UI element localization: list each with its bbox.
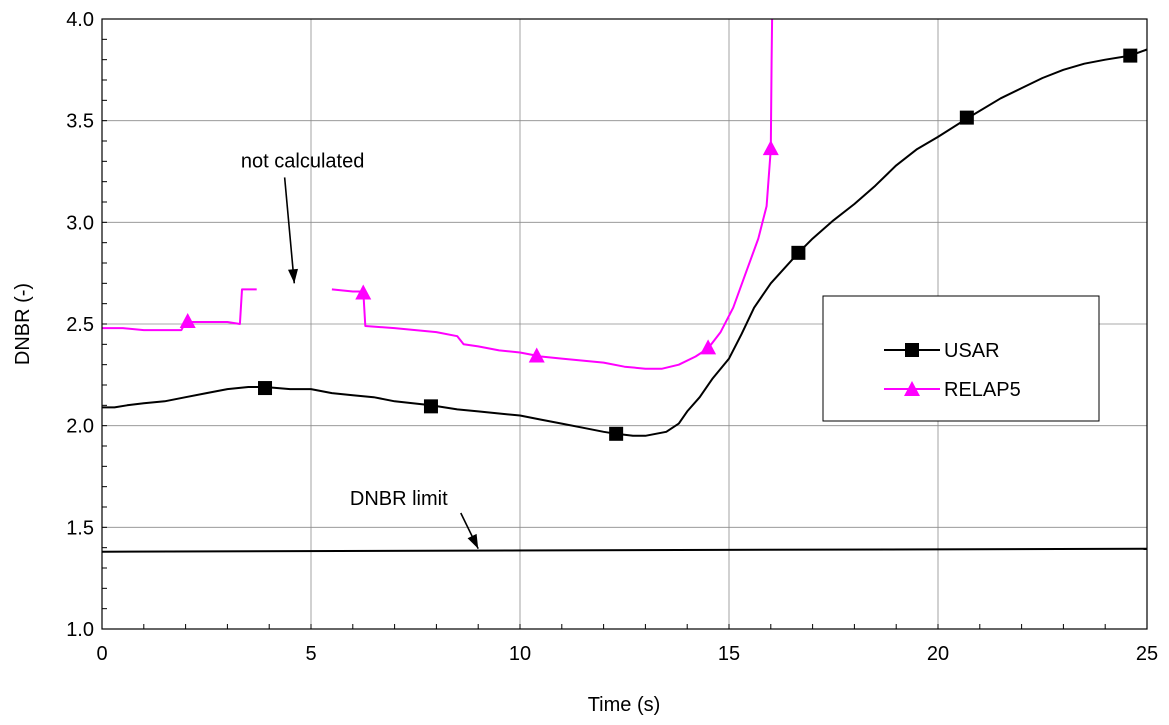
- marker-relap5: [179, 312, 196, 328]
- legend-marker-usar: [905, 343, 919, 357]
- x-tick-label: 5: [305, 643, 316, 665]
- plot-frame: [101, 18, 1148, 630]
- y-tick-label: 4.0: [66, 9, 94, 31]
- x-tick-label: 20: [927, 643, 949, 665]
- y-tick-label: 2.0: [66, 416, 94, 438]
- y-tick-label: 3.5: [66, 111, 94, 133]
- marker-relap5: [762, 140, 779, 156]
- legend-item-relap5: RELAP5: [884, 379, 1021, 401]
- x-axis-title: Time (s): [588, 694, 661, 716]
- x-tick-label: 0: [96, 643, 107, 665]
- legend-item-usar: USAR: [884, 340, 1000, 362]
- x-tick-label: 15: [718, 643, 740, 665]
- x-tick-label: 25: [1136, 643, 1158, 665]
- annotations: not calculated DNBR limit: [241, 150, 479, 550]
- marker-relap5: [355, 284, 372, 300]
- legend-marker-relap5: [904, 381, 920, 396]
- marker-usar: [423, 399, 438, 414]
- marker-usar: [1123, 48, 1138, 63]
- series-layer: [101, 18, 1148, 553]
- marker-usar: [258, 381, 273, 396]
- tick-labels: 0 5 10 15 20 25 1.0 1.5 2.0 2.5 3.0 3.5 4.0: [66, 9, 1158, 665]
- marker-relap5: [528, 347, 545, 363]
- x-tick-label: 10: [509, 643, 531, 665]
- legend-label-usar: USAR: [944, 340, 1000, 362]
- annotation-arrow-head: [288, 268, 298, 284]
- marker-usar: [959, 110, 974, 125]
- legend-label-relap5: RELAP5: [944, 379, 1021, 401]
- y-tick-label: 2.5: [66, 314, 94, 336]
- series-line-dnbr-limit: [101, 547, 1148, 553]
- annotation-dnbr-limit: DNBR limit: [350, 488, 448, 510]
- y-tick-label: 1.0: [66, 619, 94, 641]
- annotation-not-calculated: not calculated: [241, 150, 364, 172]
- legend: USAR RELAP5: [822, 295, 1100, 422]
- annotation-arrow-line: [283, 177, 296, 284]
- y-tick-label: 3.0: [66, 212, 94, 234]
- series-line-relap5: [331, 18, 774, 370]
- marker-relap5: [700, 339, 717, 355]
- y-axis-title: DNBR (-): [12, 283, 34, 365]
- legend-box: [822, 295, 1100, 422]
- marker-usar: [791, 245, 806, 260]
- marker-usar: [609, 426, 624, 441]
- y-tick-label: 1.5: [66, 517, 94, 539]
- annotation-arrow-head: [467, 533, 479, 549]
